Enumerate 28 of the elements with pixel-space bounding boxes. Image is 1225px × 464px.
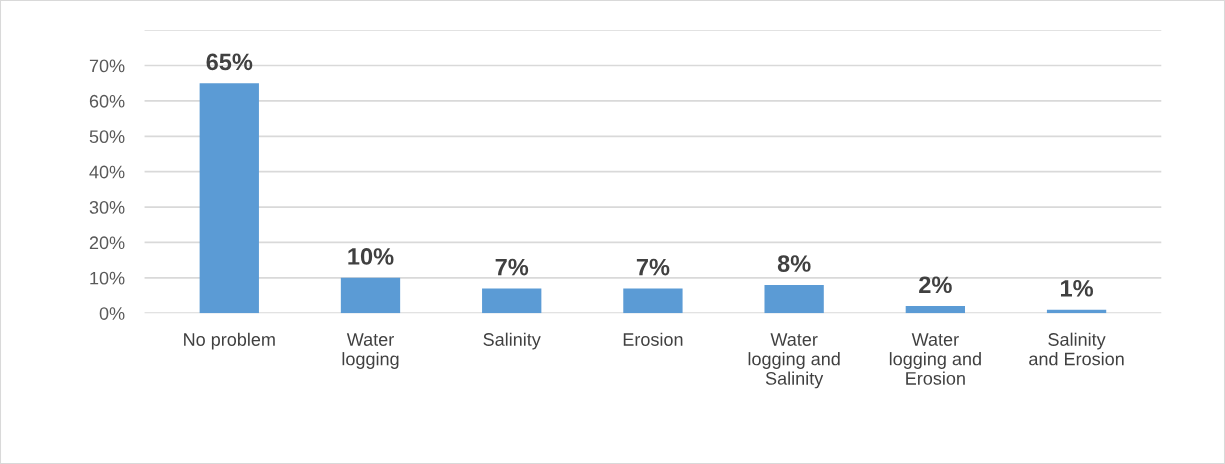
bar bbox=[482, 288, 542, 314]
bar bbox=[340, 277, 401, 314]
data-label: 2% bbox=[919, 276, 952, 294]
data-label: 1% bbox=[1060, 280, 1094, 297]
y-tick-label: 40% bbox=[89, 165, 125, 179]
y-tick-label: 20% bbox=[89, 236, 125, 250]
y-tick-label: 60% bbox=[89, 94, 125, 108]
data-label: 65% bbox=[206, 53, 253, 71]
y-tick-label: 70% bbox=[89, 59, 125, 73]
x-tick-label: No problem bbox=[184, 332, 275, 350]
y-tick-label: 50% bbox=[89, 130, 125, 144]
x-tick-label: Salinity bbox=[483, 332, 541, 350]
data-label: 8% bbox=[777, 255, 811, 272]
x-tick-label: Erosion bbox=[623, 332, 683, 346]
y-tick-label: 0% bbox=[99, 307, 125, 320]
y-tick-label: 10% bbox=[90, 271, 125, 285]
x-tick-label: Salinity and Erosion bbox=[1029, 332, 1124, 366]
bar bbox=[623, 288, 683, 314]
bar bbox=[905, 306, 966, 314]
bar bbox=[764, 284, 824, 314]
x-tick-label: Water logging bbox=[342, 333, 399, 369]
x-tick-label: Water logging and Erosion bbox=[889, 333, 981, 385]
data-label: 7% bbox=[495, 258, 529, 276]
x-tick-label: Water logging and Salinity bbox=[748, 333, 840, 389]
bar bbox=[199, 83, 259, 314]
data-label: 7% bbox=[636, 258, 670, 276]
y-tick-label: 30% bbox=[89, 200, 125, 214]
data-label: 10% bbox=[348, 248, 394, 265]
